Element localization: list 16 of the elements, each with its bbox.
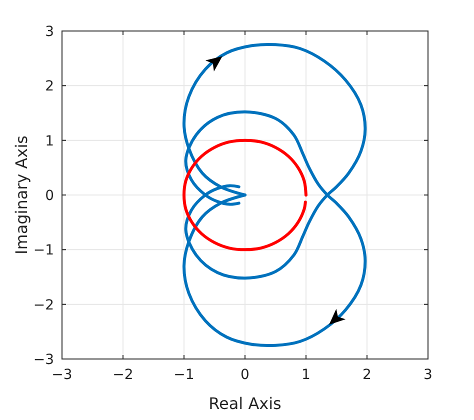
y-tick-label: 0 [45, 188, 54, 204]
y-tick-label: −3 [33, 352, 54, 368]
y-tick-label: 3 [45, 24, 54, 40]
y-tick-label: 1 [45, 133, 54, 150]
y-tick-label: −2 [33, 297, 54, 314]
y-tick-label: −1 [33, 242, 54, 259]
y-tick-label: 2 [45, 78, 54, 95]
x-axis-title: Real Axis [208, 394, 282, 413]
x-tick-label: −1 [174, 367, 194, 383]
x-tick-label: 1 [302, 367, 310, 383]
x-tick-label: 3 [424, 367, 432, 383]
x-tick-label: 0 [240, 367, 250, 383]
y-axis-title: Imaginary Axis [12, 136, 31, 254]
x-tick-label: −2 [112, 367, 134, 383]
line-series [182, 138, 308, 252]
x-tick-label: 2 [362, 367, 372, 383]
